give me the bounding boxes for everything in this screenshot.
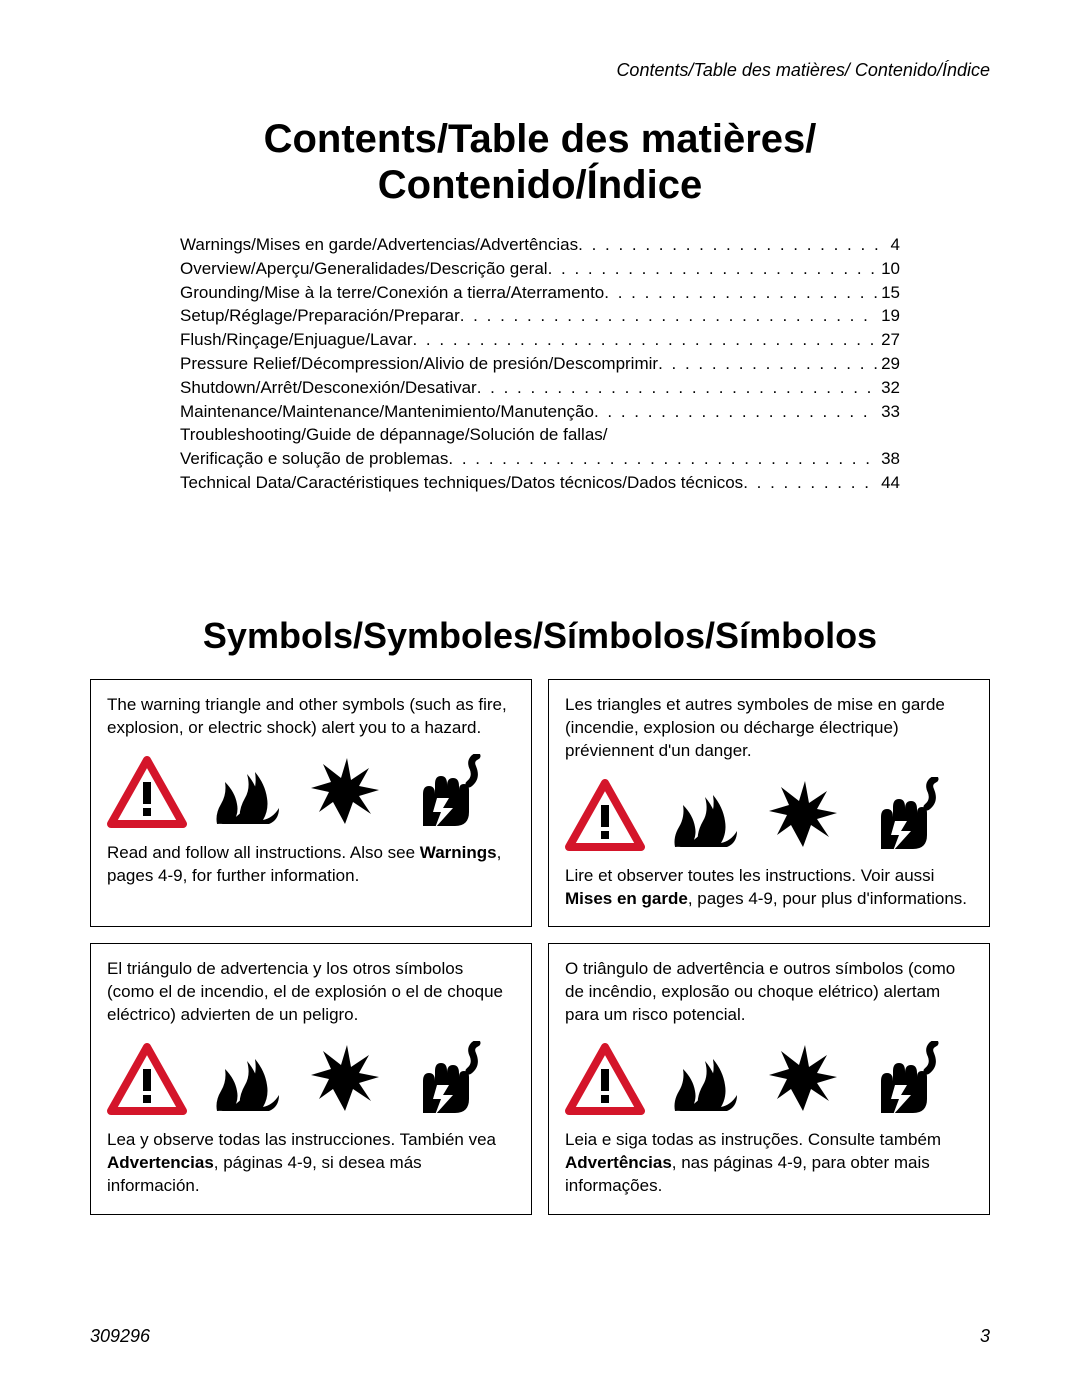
symbols-cell-pt: O triângulo de advertência e outros símb… — [548, 943, 990, 1215]
toc-row: Pressure Relief/Décompression/Alivio de … — [180, 352, 900, 376]
toc-label: Shutdown/Arrêt/Desconexión/Desativar — [180, 376, 477, 400]
toc-row: Technical Data/Caractéristiques techniqu… — [180, 471, 900, 495]
toc-page-number: 29 — [877, 352, 900, 376]
toc-row: Flush/Rinçage/Enjuague/Lavar 27 — [180, 328, 900, 352]
toc-row: Overview/Aperçu/Generalidades/Descrição … — [180, 257, 900, 281]
toc-page-number: 19 — [877, 304, 900, 328]
toc-page-number: 15 — [877, 281, 900, 305]
toc-row: Warnings/Mises en garde/Advertencias/Adv… — [180, 233, 900, 257]
fire-icon — [207, 1041, 287, 1117]
symbols-cell-fr: Les triangles et autres symboles de mise… — [548, 679, 990, 928]
toc-leader-dots — [594, 400, 877, 424]
warning-triangle-icon — [107, 1041, 189, 1117]
warning-triangle-icon — [565, 1041, 647, 1117]
toc-leader-dots — [448, 447, 877, 471]
toc-label: Technical Data/Caractéristiques techniqu… — [180, 471, 743, 495]
warning-triangle-icon — [565, 777, 647, 853]
follow-text: Lire et observer toutes les instructions… — [565, 865, 973, 911]
explosion-icon — [305, 754, 385, 830]
toc-label: Maintenance/Maintenance/Mantenimiento/Ma… — [180, 400, 594, 424]
toc-row: Verificação e solução de problemas 38 — [180, 447, 900, 471]
intro-text: El triángulo de advertencia y los otros … — [107, 958, 515, 1027]
toc-row: Shutdown/Arrêt/Desconexión/Desativar 32 — [180, 376, 900, 400]
toc-leader-dots — [460, 304, 877, 328]
toc-row: Maintenance/Maintenance/Mantenimiento/Ma… — [180, 400, 900, 424]
toc-leader-dots — [412, 328, 877, 352]
title-line-1: Contents/Table des matières/ — [264, 117, 817, 161]
icon-row — [565, 1041, 973, 1117]
toc-leader-dots — [743, 471, 877, 495]
title-line-2: Contenido/Índice — [378, 163, 702, 207]
electric-shock-icon — [403, 1041, 483, 1117]
toc-page-number: 4 — [887, 233, 900, 257]
toc-page-number: 10 — [877, 257, 900, 281]
toc-row: Setup/Réglage/Preparación/Preparar 19 — [180, 304, 900, 328]
intro-text: Les triangles et autres symboles de mise… — [565, 694, 973, 763]
explosion-icon — [763, 777, 843, 853]
toc-label: Grounding/Mise à la terre/Conexión a tie… — [180, 281, 604, 305]
page-number: 3 — [980, 1326, 990, 1347]
doc-number: 309296 — [90, 1326, 150, 1347]
warning-triangle-icon — [107, 754, 189, 830]
table-of-contents: Warnings/Mises en garde/Advertencias/Adv… — [180, 233, 900, 495]
symbols-cell-es: El triángulo de advertencia y los otros … — [90, 943, 532, 1215]
toc-page-number: 33 — [877, 400, 900, 424]
follow-text: Leia e siga todas as instruções. Consult… — [565, 1129, 973, 1198]
toc-label: Setup/Réglage/Preparación/Preparar — [180, 304, 460, 328]
toc-label: Flush/Rinçage/Enjuague/Lavar — [180, 328, 412, 352]
follow-text: Lea y observe todas las instrucciones. T… — [107, 1129, 515, 1198]
explosion-icon — [305, 1041, 385, 1117]
toc-label: Verificação e solução de problemas — [180, 447, 448, 471]
toc-leader-dots — [578, 233, 886, 257]
electric-shock-icon — [403, 754, 483, 830]
symbols-heading: Symbols/Symboles/Símbolos/Símbolos — [90, 615, 990, 657]
toc-label: Troubleshooting/Guide de dépannage/Soluc… — [180, 423, 608, 447]
fire-icon — [665, 1041, 745, 1117]
contents-heading: Contents/Table des matières/ Contenido/Í… — [90, 116, 990, 208]
toc-page-number: 44 — [877, 471, 900, 495]
toc-row: Troubleshooting/Guide de dépannage/Soluc… — [180, 423, 900, 447]
toc-label: Pressure Relief/Décompression/Alivio de … — [180, 352, 658, 376]
icon-row — [107, 754, 515, 830]
toc-leader-dots — [604, 281, 877, 305]
symbols-cell-en: The warning triangle and other symbols (… — [90, 679, 532, 928]
toc-page-number: 27 — [877, 328, 900, 352]
running-header: Contents/Table des matières/ Contenido/Í… — [90, 60, 990, 81]
follow-text: Read and follow all instructions. Also s… — [107, 842, 515, 888]
electric-shock-icon — [861, 777, 941, 853]
fire-icon — [207, 754, 287, 830]
intro-text: O triângulo de advertência e outros símb… — [565, 958, 973, 1027]
toc-label: Overview/Aperçu/Generalidades/Descrição … — [180, 257, 548, 281]
toc-leader-dots — [548, 257, 878, 281]
toc-leader-dots — [477, 376, 877, 400]
symbols-grid: The warning triangle and other symbols (… — [90, 679, 990, 1215]
toc-row: Grounding/Mise à la terre/Conexión a tie… — [180, 281, 900, 305]
page-footer: 309296 3 — [90, 1326, 990, 1347]
intro-text: The warning triangle and other symbols (… — [107, 694, 515, 740]
icon-row — [107, 1041, 515, 1117]
electric-shock-icon — [861, 1041, 941, 1117]
toc-label: Warnings/Mises en garde/Advertencias/Adv… — [180, 233, 578, 257]
toc-page-number: 32 — [877, 376, 900, 400]
toc-page-number: 38 — [877, 447, 900, 471]
toc-leader-dots — [658, 352, 877, 376]
explosion-icon — [763, 1041, 843, 1117]
icon-row — [565, 777, 973, 853]
fire-icon — [665, 777, 745, 853]
